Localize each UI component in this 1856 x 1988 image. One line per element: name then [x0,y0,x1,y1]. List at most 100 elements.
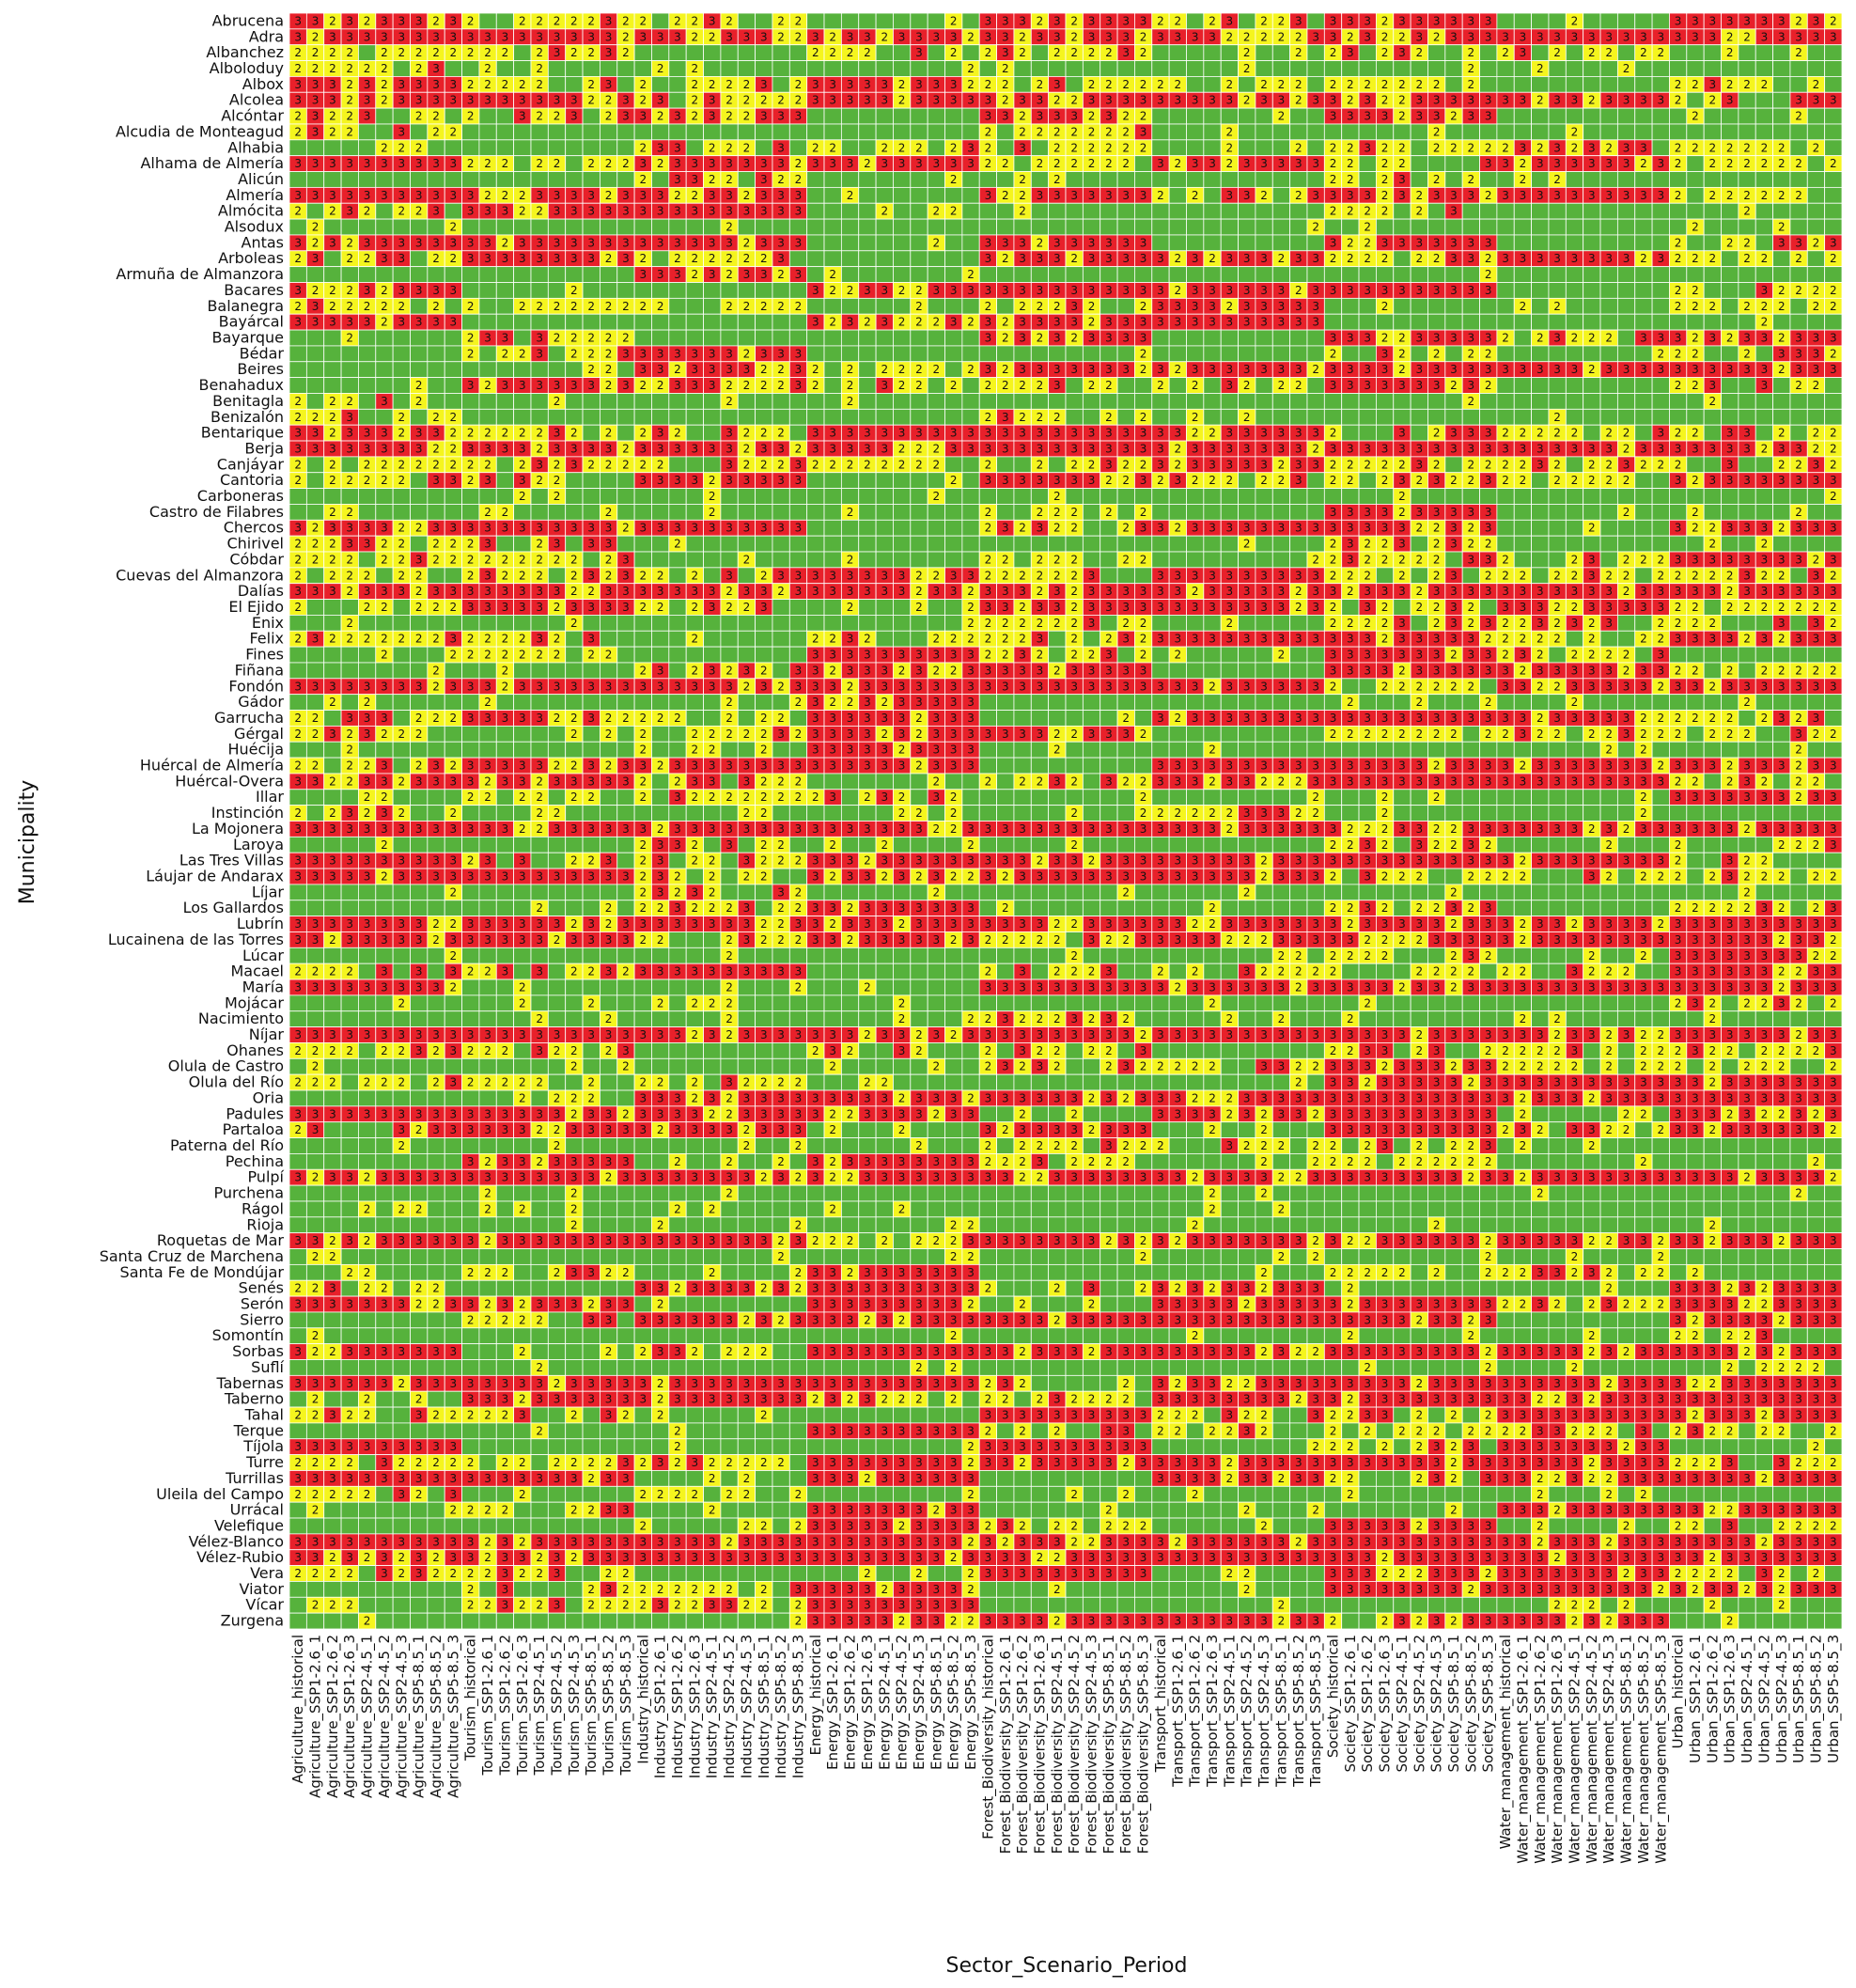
heatmap-cell [1635,61,1652,77]
heatmap-cell [514,219,531,235]
cell-value-label: 2 [1398,110,1406,123]
cell-value-label: 2 [1070,458,1078,471]
cell-value-label: 3 [1209,30,1216,43]
cell-value-label: 3 [692,173,699,186]
heatmap-cell [1204,409,1221,425]
cell-value-label: 3 [985,30,992,43]
cell-value-label: 2 [536,78,543,91]
cell-value-label: 3 [554,189,561,202]
heatmap-cell [1134,393,1151,409]
cell-value-label: 3 [985,474,992,487]
cell-value-label: 3 [1468,110,1475,123]
heatmap-cell [1324,298,1341,314]
heatmap-cell [962,393,979,409]
cell-value-label: 2 [536,46,543,59]
cell-value-label: 2 [933,363,941,376]
cell-value-label: 2 [1813,300,1820,313]
cell-value-label: 2 [709,78,716,91]
cell-value-label: 3 [432,284,440,297]
cell-value-label: 2 [519,427,526,440]
cell-value-label: 3 [777,442,785,455]
heatmap-cell [479,13,496,29]
heatmap-cell [1687,172,1704,188]
cell-value-label: 3 [398,94,405,107]
heatmap-cell [859,140,876,156]
heatmap-cell [1687,267,1704,283]
cell-value-label: 2 [881,458,888,471]
heatmap-cell [548,346,565,362]
cell-value-label: 2 [622,331,630,344]
cell-value-label: 2 [1778,221,1786,234]
heatmap-cell [1739,219,1755,235]
heatmap-cell [376,362,393,378]
cell-value-label: 3 [381,14,388,27]
cell-value-label: 2 [1553,411,1561,424]
cell-value-label: 3 [674,110,681,123]
heatmap-cell [445,172,461,188]
heatmap-cell [1272,172,1289,188]
cell-value-label: 3 [864,427,871,440]
cell-value-label: 2 [1830,252,1837,265]
heatmap-cell [1049,393,1066,409]
cell-value-label: 2 [1330,46,1337,59]
heatmap-cell [1790,298,1807,314]
heatmap-cell [876,219,893,235]
heatmap-cell [1669,203,1686,219]
heatmap-cell [807,298,824,314]
heatmap-cell [1807,251,1824,267]
heatmap-cell [1566,378,1583,394]
cell-value-label: 2 [398,427,405,440]
heatmap-cell [1272,187,1289,203]
cell-value-label: 2 [536,157,543,170]
cell-value-label: 2 [605,157,613,170]
heatmap-cell [911,172,928,188]
heatmap-cell [410,172,427,188]
cell-value-label: 2 [1002,94,1009,107]
heatmap-cell [772,45,789,61]
cell-value-label: 3 [1364,284,1371,297]
heatmap-cell [1083,172,1100,188]
cell-value-label: 3 [1675,30,1682,43]
heatmap-cell [1186,346,1203,362]
heatmap-cell [1807,393,1824,409]
heatmap-cell [876,267,893,283]
cell-value-label: 2 [346,78,353,91]
heatmap-cell [1600,346,1617,362]
heatmap-cell [1600,409,1617,425]
cell-value-label: 2 [329,205,336,218]
cell-value-label: 2 [1726,141,1734,154]
cell-value-label: 3 [1226,442,1234,455]
heatmap-cell [1169,203,1186,219]
cell-value-label: 3 [1088,236,1096,249]
cell-value-label: 2 [898,458,906,471]
cell-value-label: 3 [1243,316,1251,329]
cell-value-label: 2 [1640,458,1647,471]
cell-value-label: 3 [1070,427,1078,440]
cell-value-label: 3 [1813,363,1820,376]
cell-value-label: 2 [398,300,405,313]
heatmap-cell [807,330,824,346]
heatmap-cell [1807,45,1824,61]
cell-value-label: 2 [1468,62,1475,75]
heatmap-cell [1532,13,1549,29]
heatmap-cell [496,409,513,425]
heatmap-cell [859,473,876,489]
heatmap-cell [1083,203,1100,219]
heatmap-cell [358,409,375,425]
cell-value-label: 3 [985,94,992,107]
cell-value-label: 3 [450,316,458,329]
cell-value-label: 2 [847,458,854,471]
cell-value-label: 2 [1398,363,1406,376]
cell-value-label: 3 [1278,94,1286,107]
heatmap-cell [1204,346,1221,362]
heatmap-cell [651,283,668,299]
cell-value-label: 2 [1347,141,1354,154]
cell-value-label: 3 [1657,30,1664,43]
heatmap-cell [824,203,841,219]
heatmap-cell [341,172,358,188]
heatmap-cell [306,203,323,219]
cell-value-label: 3 [1278,427,1286,440]
cell-value-label: 2 [1053,173,1061,186]
heatmap-cell [876,172,893,188]
heatmap-cell [531,140,548,156]
